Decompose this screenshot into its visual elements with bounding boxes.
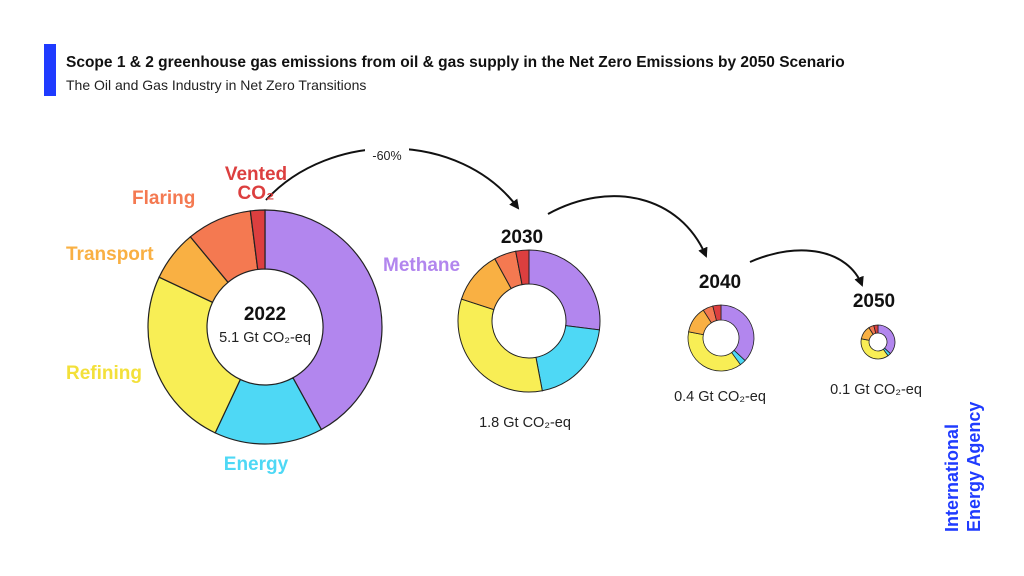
arrow-2040-2050 [749, 249, 864, 287]
donut-2030 [457, 249, 601, 393]
category-label-flaring: Flaring [132, 188, 195, 209]
chart-title: Scope 1 & 2 greenhouse gas emissions fro… [66, 54, 845, 71]
slice-2030-refining [457, 298, 543, 393]
category-label-vented-line2: CO₂ [238, 183, 275, 204]
total-label-2030: 1.8 Gt CO₂-eq [479, 415, 571, 431]
chart-subtitle: The Oil and Gas Industry in Net Zero Tra… [66, 77, 367, 93]
reduction-annotation: -60% [372, 149, 401, 163]
accent-bar [44, 44, 56, 96]
logo-line1: International [942, 424, 962, 532]
slice-2030-energy [535, 325, 600, 392]
logo-line2: Energy Agency [964, 402, 984, 532]
donut-2050 [860, 324, 896, 360]
slice-2050-methane [877, 324, 896, 355]
year-label-2022: 2022 [244, 304, 286, 325]
total-label-2040: 0.4 Gt CO₂-eq [674, 389, 766, 405]
category-label-refining: Refining [66, 363, 142, 384]
slice-2022-methane [264, 209, 383, 431]
slice-2040-methane [720, 304, 755, 362]
donut-2040 [687, 304, 755, 372]
iea-logo: International Energy Agency [942, 402, 984, 532]
year-label-2050: 2050 [853, 291, 895, 312]
arrow-label-bg [365, 146, 409, 164]
slice-2050-vented-co [873, 324, 879, 334]
total-label-2050: 0.1 Gt CO₂-eq [830, 382, 922, 398]
slice-2022-vented-co [249, 209, 266, 271]
slice-2022-refining [147, 276, 242, 434]
slice-2030-vented-co [515, 249, 530, 286]
category-label-transport: Transport [66, 244, 154, 265]
slice-2040-vented-co [712, 304, 722, 322]
category-label-vented-line1: Vented [225, 164, 287, 185]
slice-2030-methane [528, 249, 601, 331]
total-label-2022: 5.1 Gt CO₂-eq [219, 330, 311, 346]
arrow-2030-2040 [547, 195, 708, 258]
category-label-methane: Methane [383, 255, 460, 276]
year-label-2040: 2040 [699, 272, 741, 293]
year-label-2030: 2030 [501, 227, 543, 248]
donut-2022 [147, 209, 383, 445]
category-label-energy: Energy [224, 454, 289, 475]
